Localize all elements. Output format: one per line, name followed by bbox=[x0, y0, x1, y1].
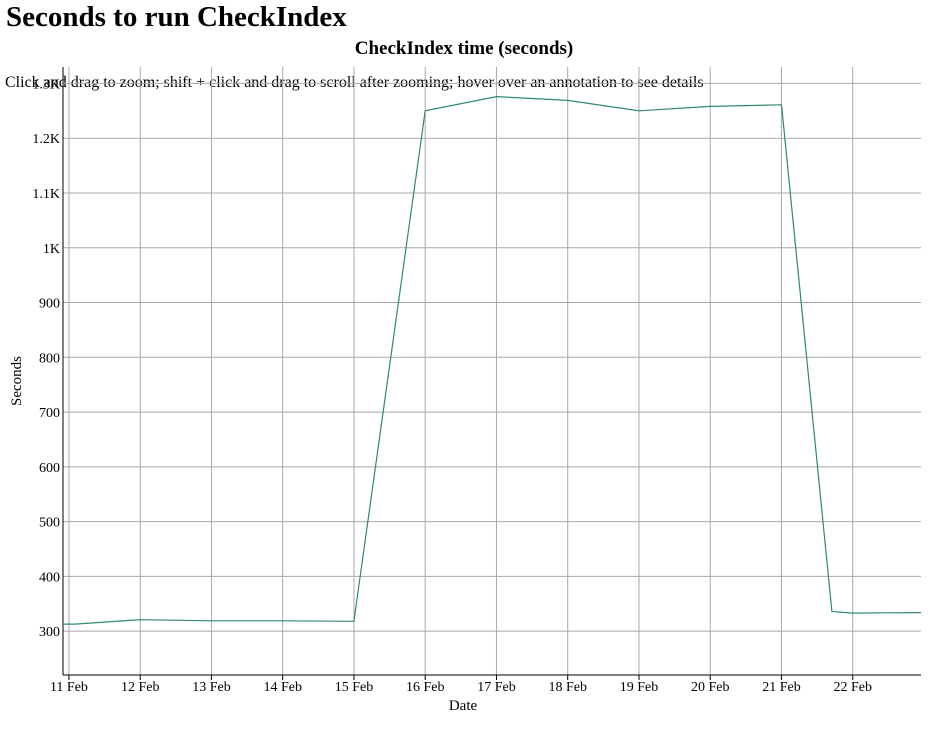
axes bbox=[62, 67, 921, 680]
y-tick-label: 600 bbox=[39, 461, 60, 476]
x-tick-labels: 11 Feb 12 Feb 13 Feb 14 Feb 15 Feb 16 Feb 17 F… bbox=[50, 680, 872, 695]
data-point[interactable] bbox=[637, 109, 641, 113]
grid-lines bbox=[63, 67, 921, 675]
x-tick-label: 22 Feb bbox=[833, 680, 872, 695]
y-tick-label: 300 bbox=[39, 625, 60, 640]
y-tick-label: 800 bbox=[39, 351, 60, 366]
y-tick-label: 500 bbox=[39, 516, 60, 531]
y-tick-label: 900 bbox=[39, 297, 60, 312]
data-point[interactable] bbox=[61, 622, 65, 626]
x-tick-label: 21 Feb bbox=[762, 680, 801, 695]
data-point[interactable] bbox=[494, 95, 498, 99]
x-tick-label: 12 Feb bbox=[121, 680, 160, 695]
series-group bbox=[61, 95, 923, 626]
data-point[interactable] bbox=[281, 619, 285, 623]
x-tick-label: 15 Feb bbox=[335, 680, 374, 695]
data-point[interactable] bbox=[423, 109, 427, 113]
y-tick-label: 1.1K bbox=[32, 187, 60, 202]
data-point[interactable] bbox=[851, 611, 855, 615]
data-point[interactable] bbox=[352, 619, 356, 623]
chart-title: CheckIndex time (seconds) bbox=[354, 38, 574, 59]
y-tick-labels: 300 400 500 600 700 800 900 1K 1.1K 1.2K 1.3K bbox=[32, 77, 60, 640]
x-tick-label: 16 Feb bbox=[406, 680, 445, 695]
data-point[interactable] bbox=[209, 619, 213, 623]
y-tick-label: 700 bbox=[39, 406, 60, 421]
data-point[interactable] bbox=[566, 98, 570, 102]
y-tick-label: 400 bbox=[39, 570, 60, 585]
data-point[interactable] bbox=[708, 104, 712, 108]
x-tick-label: 14 Feb bbox=[263, 680, 302, 695]
x-axis-label: Date bbox=[449, 698, 478, 714]
x-tick-label: 19 Feb bbox=[620, 680, 659, 695]
x-tick-label: 13 Feb bbox=[192, 680, 231, 695]
x-tick-label: 17 Feb bbox=[477, 680, 516, 695]
data-point[interactable] bbox=[138, 618, 142, 622]
x-tick-label: 11 Feb bbox=[50, 680, 88, 695]
data-point[interactable] bbox=[779, 103, 783, 107]
data-point[interactable] bbox=[830, 609, 834, 613]
y-tick-label: 1.3K bbox=[32, 77, 60, 92]
data-point[interactable] bbox=[919, 611, 923, 615]
page-title: Seconds to run CheckIndex bbox=[6, 1, 347, 33]
y-tick-label: 1.2K bbox=[32, 132, 60, 147]
y-axis-label: Seconds bbox=[9, 356, 25, 406]
series-line[interactable] bbox=[63, 95, 922, 625]
data-point[interactable] bbox=[73, 622, 77, 626]
x-tick-label: 18 Feb bbox=[548, 680, 587, 695]
y-tick-label: 1K bbox=[43, 242, 60, 257]
x-tick-label: 20 Feb bbox=[691, 680, 730, 695]
